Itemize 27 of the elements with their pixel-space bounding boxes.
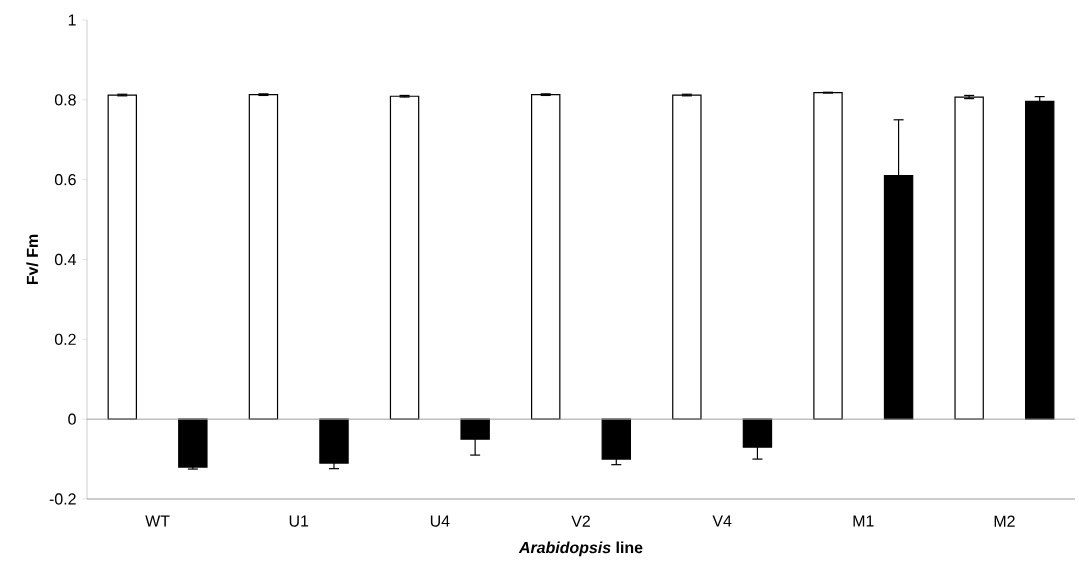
bar [601, 418, 632, 460]
x-axis-title: Arabidopsis line [518, 541, 643, 557]
bar [531, 94, 561, 420]
y-tick-label: 0.6 [54, 174, 76, 186]
bar [954, 96, 984, 420]
bar [319, 418, 349, 464]
x-tick-label: M2 [994, 515, 1015, 527]
y-tick-label: 0 [68, 413, 76, 425]
bar [178, 418, 208, 468]
y-tick-label: 0.2 [54, 333, 76, 345]
bar [672, 94, 702, 420]
y-tick-label: 0.8 [54, 94, 76, 106]
y-tick-label: 1 [68, 14, 76, 26]
x-tick-label: WT [145, 515, 170, 527]
y-tick-label: -0.2 [49, 493, 76, 505]
bar [813, 92, 843, 420]
x-tick-label: V2 [571, 515, 590, 527]
y-tick-label: 0.4 [54, 253, 77, 266]
bar [107, 94, 137, 420]
x-tick-label: V4 [712, 515, 732, 527]
x-tick-label: U1 [289, 515, 309, 527]
bar [1025, 100, 1055, 420]
y-axis-title: Fv/ Fm [26, 234, 39, 285]
x-tick-label: U4 [430, 515, 450, 527]
bar [389, 95, 420, 420]
x-tick-label: M1 [853, 515, 874, 527]
bar [248, 94, 279, 420]
